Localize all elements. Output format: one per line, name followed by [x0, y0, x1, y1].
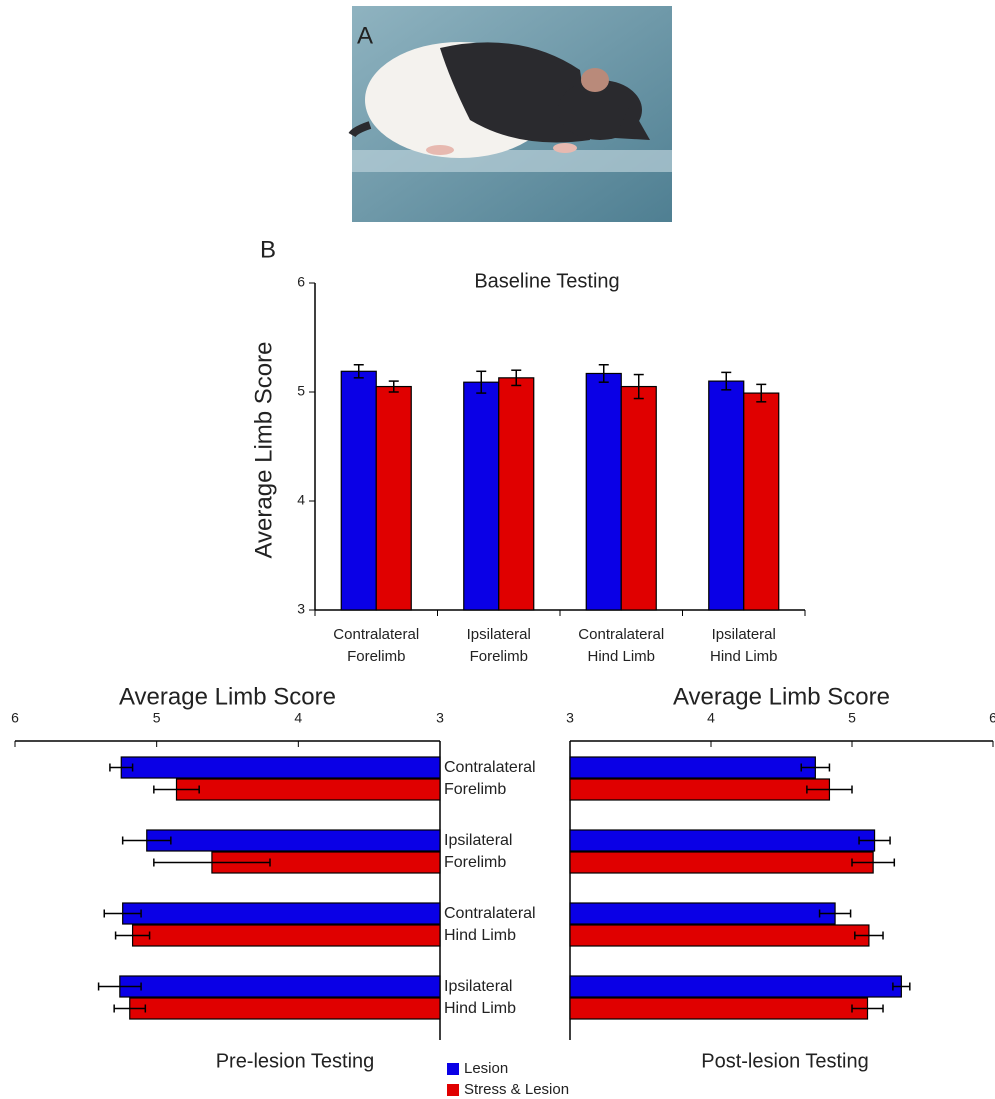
bar [120, 756, 441, 779]
error-bar [114, 931, 151, 940]
x-axis-label: Average Limb Score [119, 683, 336, 710]
chart-title: Post-lesion Testing [701, 1050, 869, 1072]
bar [340, 370, 377, 611]
legend-label: Stress & Lesion [464, 1081, 569, 1098]
x-tick-label: Contralateral Hind Limb [578, 626, 665, 665]
y-tick-label: Ipsilateral Hind Limb [444, 978, 517, 1017]
error-bar [800, 763, 831, 772]
error-bar [854, 931, 884, 940]
error-bar [388, 380, 399, 393]
error-bar [97, 982, 142, 991]
chart-title: Pre-lesion Testing [216, 1050, 375, 1072]
x-tick-label: 6 [11, 710, 19, 726]
y-tick-label: 4 [297, 492, 305, 508]
bar [569, 756, 816, 779]
bar [569, 851, 874, 874]
legend-swatch [447, 1063, 459, 1075]
bar [129, 997, 441, 1020]
error-bar [858, 836, 891, 845]
bar [620, 385, 657, 611]
x-tick-label: 5 [848, 710, 856, 726]
error-bar [818, 909, 852, 918]
photo [348, 6, 672, 222]
error-bar [721, 371, 732, 391]
bar [175, 778, 441, 801]
panel-label: A [357, 22, 373, 49]
bar [569, 902, 836, 925]
bar [743, 392, 780, 611]
x-tick-label: 3 [566, 710, 574, 726]
bar [498, 377, 535, 611]
x-tick-label: 6 [989, 710, 995, 726]
x-tick-label: Contralateral Forelimb [333, 626, 420, 665]
y-tick-label: Contralateral Forelimb [444, 759, 536, 798]
error-bar [806, 785, 853, 794]
bar [463, 381, 500, 611]
error-bar [851, 1004, 884, 1013]
error-bar [121, 836, 172, 845]
panel-label: B [260, 236, 276, 263]
error-bar [103, 909, 142, 918]
error-bar [633, 373, 644, 400]
y-tick-label: 5 [297, 383, 305, 399]
error-bar [113, 1004, 147, 1013]
error-bar [756, 383, 767, 403]
bar [569, 975, 902, 998]
bar [569, 997, 869, 1020]
bar [569, 778, 831, 801]
error-bar [892, 982, 911, 991]
error-bar [153, 785, 200, 794]
y-axis-label: Average Limb Score [250, 341, 277, 558]
error-bar [153, 858, 271, 867]
x-tick-label: Ipsilateral Hind Limb [709, 626, 778, 665]
x-tick-label: 5 [153, 710, 161, 726]
bar [708, 380, 745, 611]
error-bar [598, 364, 609, 383]
bar [569, 924, 870, 947]
bar [375, 385, 412, 611]
y-tick-label: Ipsilateral Forelimb [444, 832, 513, 871]
error-bar [851, 858, 896, 867]
bar [146, 829, 441, 852]
legend-label: Lesion [464, 1060, 508, 1077]
bar [131, 924, 441, 947]
bar [119, 975, 441, 998]
y-tick-label: 3 [297, 601, 305, 617]
error-bar [511, 369, 522, 387]
bar [585, 372, 622, 611]
legend-swatch [447, 1084, 459, 1096]
x-tick-label: 4 [707, 710, 715, 726]
chart-title: Baseline Testing [474, 270, 619, 292]
x-tick-label: 3 [436, 710, 444, 726]
error-bar [109, 763, 134, 772]
error-bar [476, 370, 487, 394]
x-tick-label: Ipsilateral Forelimb [466, 626, 531, 665]
y-tick-label: Contralateral Hind Limb [444, 905, 536, 944]
x-axis-label: Average Limb Score [673, 683, 890, 710]
error-bar [353, 364, 364, 379]
y-tick-label: 6 [297, 274, 305, 290]
bar [569, 829, 876, 852]
bar [122, 902, 441, 925]
x-tick-label: 4 [294, 710, 302, 726]
